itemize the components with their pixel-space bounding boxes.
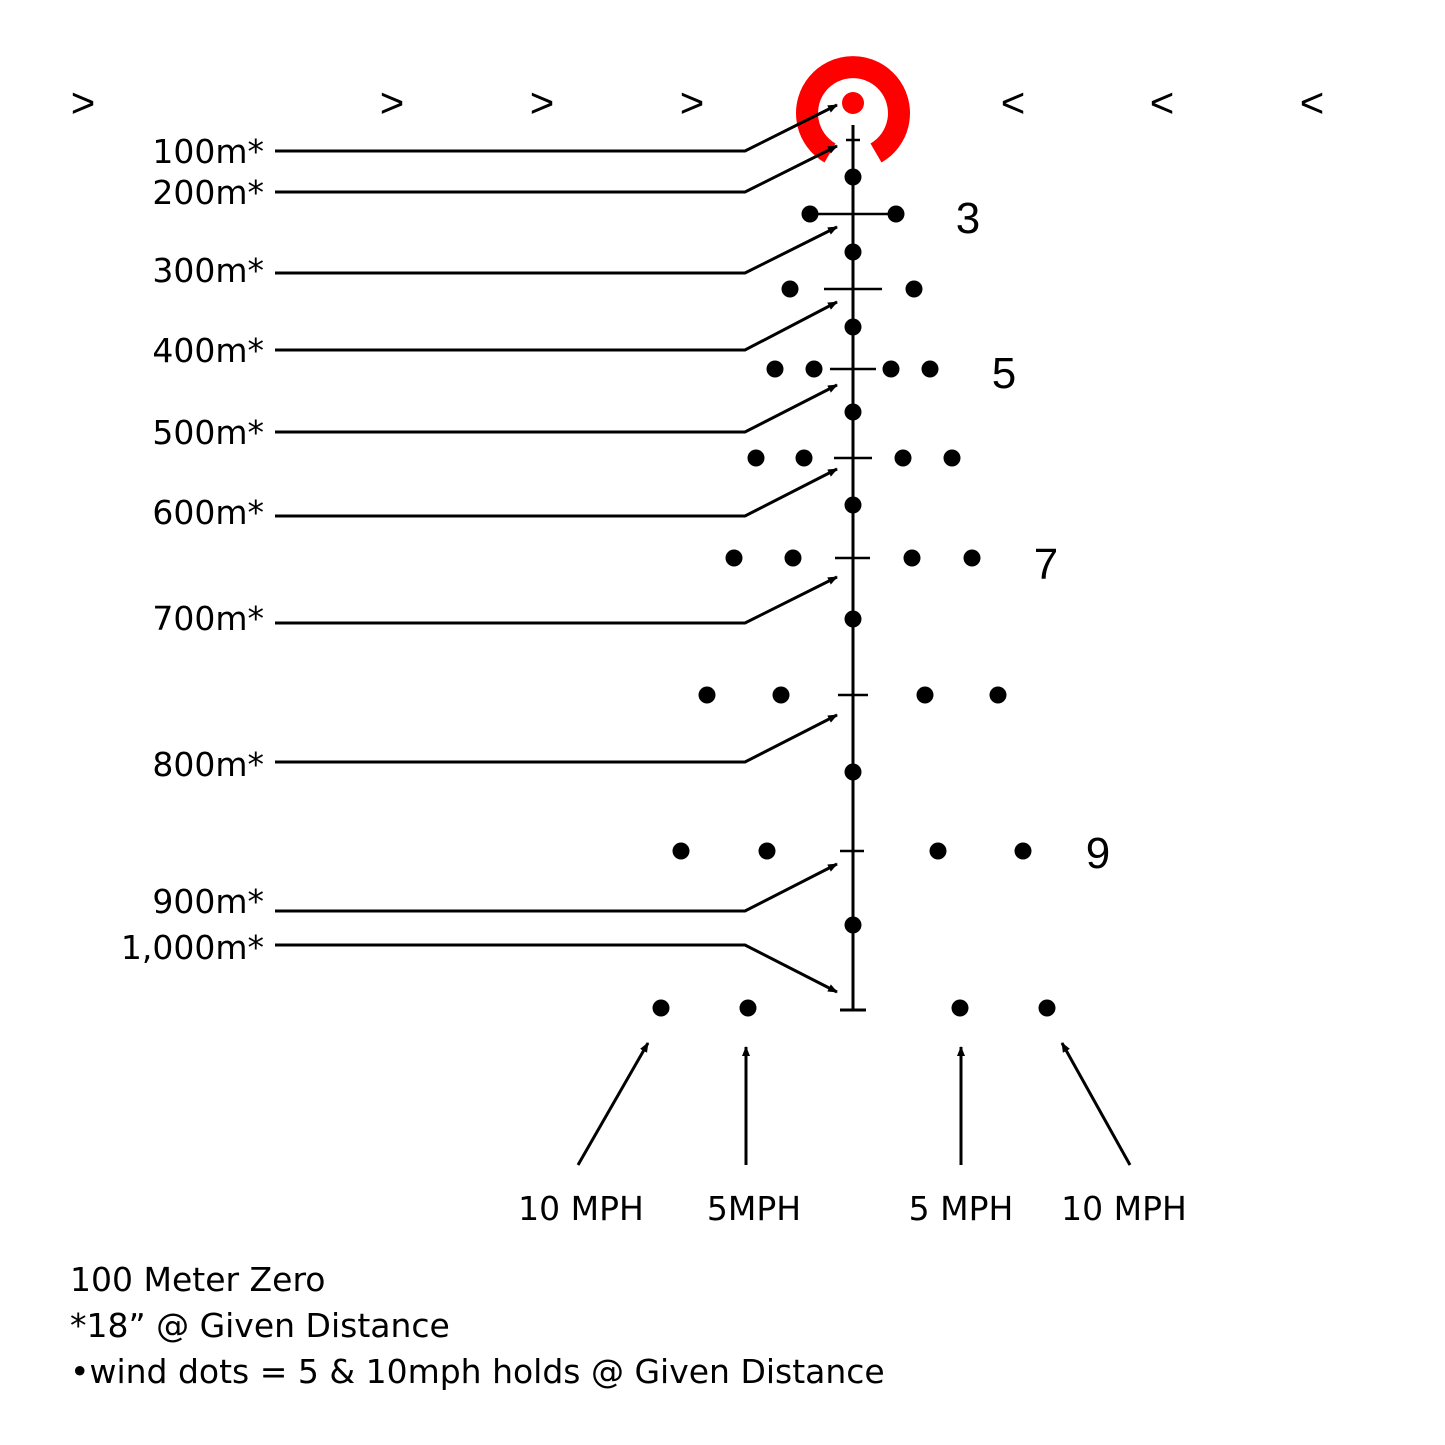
wind-label: 10 MPH	[518, 1189, 644, 1228]
wind-dot	[1014, 842, 1032, 860]
holdover-number: 7	[1034, 540, 1058, 589]
wind-dot	[943, 449, 961, 467]
leader-arrow	[275, 225, 838, 275]
wind-dot	[1038, 999, 1056, 1017]
holdover-dot	[844, 496, 862, 514]
wind-dot	[963, 549, 981, 567]
holdover-dot	[844, 403, 862, 421]
leader-arrow	[275, 943, 838, 994]
holdover-number: 3	[956, 194, 980, 243]
distance-label: 300m*	[152, 251, 264, 290]
legend-note: •wind dots = 5 & 10mph holds @ Given Dis…	[70, 1352, 885, 1391]
holdover-dot	[844, 763, 862, 781]
wind-dot	[739, 999, 757, 1017]
wind-label: 10 MPH	[1061, 1189, 1187, 1228]
wind-dot	[905, 280, 923, 298]
holdover-dot	[844, 243, 862, 261]
wind-dot	[672, 842, 690, 860]
legend-note: *18” @ Given Distance	[70, 1306, 450, 1345]
leader-arrow	[275, 575, 838, 625]
chevron-marker: <	[1001, 79, 1026, 126]
wind-label: 5 MPH	[909, 1189, 1014, 1228]
distance-label: 900m*	[152, 882, 264, 921]
chevron-marker: >	[530, 79, 555, 126]
holdover-number: 9	[1086, 829, 1110, 878]
wind-dot	[921, 360, 939, 378]
wind-dot	[781, 280, 799, 298]
wind-dot	[929, 842, 947, 860]
wind-arrow	[576, 1042, 650, 1166]
distance-label: 700m*	[152, 599, 264, 638]
wind-dot	[801, 205, 819, 223]
wind-dot	[758, 842, 776, 860]
distance-label: 800m*	[152, 745, 264, 784]
chevron-marker: <	[1300, 79, 1325, 126]
wind-dot	[795, 449, 813, 467]
holdover-dot	[844, 610, 862, 628]
wind-dot	[887, 205, 905, 223]
wind-label: 5MPH	[707, 1189, 801, 1228]
distance-label: 600m*	[152, 493, 264, 532]
wind-dot	[989, 686, 1007, 704]
holdover-number: 5	[992, 349, 1016, 398]
holdover-dot	[844, 168, 862, 186]
wind-dot	[652, 999, 670, 1017]
holdover-dot	[844, 916, 862, 934]
wind-dot	[916, 686, 934, 704]
wind-dot	[894, 449, 912, 467]
wind-dot	[903, 549, 921, 567]
wind-dot	[698, 686, 716, 704]
wind-dot	[882, 360, 900, 378]
wind-dot	[784, 549, 802, 567]
horseshoe-circle	[796, 56, 910, 163]
chevron-marker: <	[1150, 79, 1175, 126]
distance-label: 400m*	[152, 331, 264, 370]
chevron-marker: >	[680, 79, 705, 126]
chevron-marker: >	[71, 79, 96, 126]
leader-arrow	[275, 300, 838, 352]
wind-dot	[766, 360, 784, 378]
leader-arrow	[275, 862, 838, 913]
wind-dot	[951, 999, 969, 1017]
center-dot	[842, 92, 864, 114]
leader-arrow	[275, 144, 838, 194]
wind-arrow	[1060, 1042, 1132, 1166]
wind-dot	[772, 686, 790, 704]
leader-arrow	[275, 713, 838, 764]
wind-dot	[725, 549, 743, 567]
leader-arrow	[275, 383, 838, 434]
wind-dot	[747, 449, 765, 467]
holdover-dot	[844, 318, 862, 336]
chevron-marker: >	[380, 79, 405, 126]
legend-note: 100 Meter Zero	[70, 1260, 326, 1299]
wind-dot	[805, 360, 823, 378]
distance-label: 500m*	[152, 413, 264, 452]
distance-label: 100m*	[152, 132, 264, 171]
leader-arrow	[275, 103, 838, 153]
distance-label: 1,000m*	[121, 928, 264, 967]
distance-label: 200m*	[152, 173, 264, 212]
leader-arrow	[275, 467, 838, 518]
